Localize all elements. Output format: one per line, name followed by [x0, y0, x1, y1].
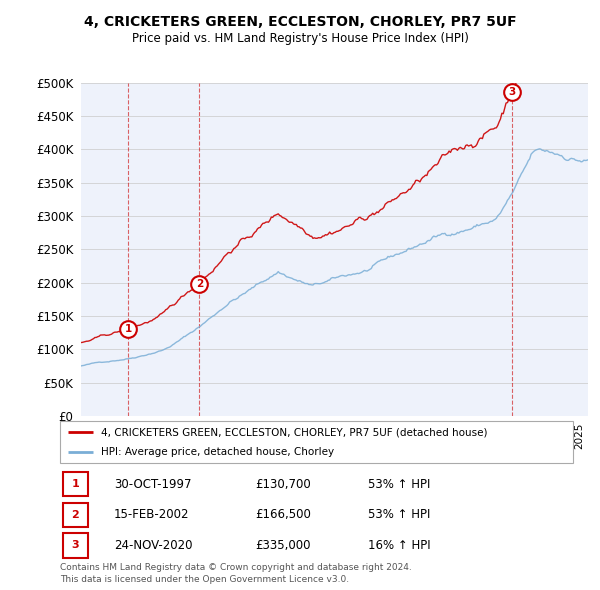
Text: 15-FEB-2002: 15-FEB-2002 — [114, 508, 190, 522]
FancyBboxPatch shape — [62, 533, 88, 558]
Text: 2: 2 — [196, 279, 203, 289]
FancyBboxPatch shape — [60, 421, 573, 463]
Text: 30-OCT-1997: 30-OCT-1997 — [114, 477, 191, 491]
Text: 53% ↑ HPI: 53% ↑ HPI — [368, 477, 430, 491]
Text: 1: 1 — [71, 479, 79, 489]
Text: 2: 2 — [71, 510, 79, 520]
Text: 24-NOV-2020: 24-NOV-2020 — [114, 539, 193, 552]
Text: 53% ↑ HPI: 53% ↑ HPI — [368, 508, 430, 522]
Text: 3: 3 — [508, 87, 515, 97]
FancyBboxPatch shape — [62, 503, 88, 527]
FancyBboxPatch shape — [62, 472, 88, 496]
Text: 4, CRICKETERS GREEN, ECCLESTON, CHORLEY, PR7 5UF: 4, CRICKETERS GREEN, ECCLESTON, CHORLEY,… — [83, 15, 517, 29]
Text: £130,700: £130,700 — [255, 477, 311, 491]
Text: £335,000: £335,000 — [255, 539, 310, 552]
Text: £166,500: £166,500 — [255, 508, 311, 522]
Text: 1: 1 — [124, 324, 132, 334]
Text: Price paid vs. HM Land Registry's House Price Index (HPI): Price paid vs. HM Land Registry's House … — [131, 32, 469, 45]
Text: Contains HM Land Registry data © Crown copyright and database right 2024.
This d: Contains HM Land Registry data © Crown c… — [60, 563, 412, 584]
Text: 3: 3 — [71, 540, 79, 550]
Text: 16% ↑ HPI: 16% ↑ HPI — [368, 539, 430, 552]
Text: 4, CRICKETERS GREEN, ECCLESTON, CHORLEY, PR7 5UF (detached house): 4, CRICKETERS GREEN, ECCLESTON, CHORLEY,… — [101, 427, 488, 437]
Text: HPI: Average price, detached house, Chorley: HPI: Average price, detached house, Chor… — [101, 447, 334, 457]
